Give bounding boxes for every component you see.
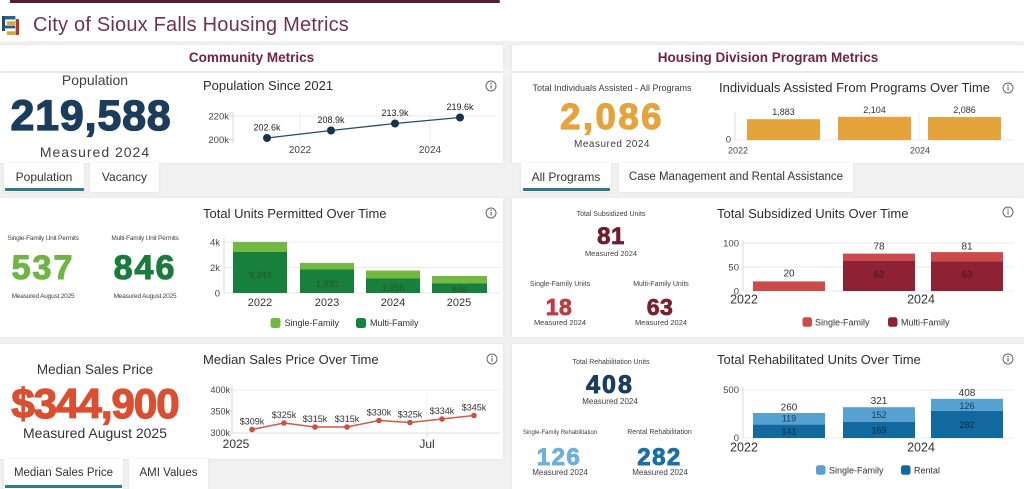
svg-text:Jul: Jul <box>419 437 434 451</box>
svg-text:3,343: 3,343 <box>249 270 272 280</box>
svg-text:Single-Family: Single-Family <box>829 465 884 475</box>
svg-text:350k: 350k <box>210 407 230 417</box>
svg-text:2024: 2024 <box>907 441 935 455</box>
svg-text:2022: 2022 <box>730 293 758 307</box>
svg-text:0: 0 <box>734 433 739 444</box>
svg-text:2,104: 2,104 <box>863 105 886 115</box>
svg-text:2024: 2024 <box>419 145 442 156</box>
svg-text:$345k: $345k <box>462 403 487 413</box>
svg-text:2022: 2022 <box>248 297 272 309</box>
svg-text:63: 63 <box>962 270 973 281</box>
svg-text:1,356: 1,356 <box>382 283 405 293</box>
svg-text:2023: 2023 <box>315 297 339 309</box>
svg-text:$330k: $330k <box>367 408 392 418</box>
svg-text:500: 500 <box>723 385 739 396</box>
svg-text:$334k: $334k <box>430 406 455 416</box>
svg-text:62: 62 <box>874 270 885 281</box>
svg-text:220k: 220k <box>208 112 229 123</box>
svg-text:20: 20 <box>783 269 795 280</box>
svg-text:408: 408 <box>959 388 976 399</box>
svg-text:$325k: $325k <box>272 410 297 420</box>
svg-text:Single-Family: Single-Family <box>815 317 870 327</box>
svg-text:2022: 2022 <box>289 145 312 156</box>
svg-text:208.9k: 208.9k <box>317 115 345 125</box>
svg-text:$315k: $315k <box>303 414 328 424</box>
svg-text:2,086: 2,086 <box>953 105 976 115</box>
svg-text:2k: 2k <box>210 263 220 274</box>
svg-text:169: 169 <box>871 426 886 436</box>
svg-text:2024: 2024 <box>381 297 405 309</box>
svg-text:Rental: Rental <box>914 465 940 475</box>
svg-text:81: 81 <box>961 242 973 253</box>
svg-text:Multi-Family: Multi-Family <box>901 317 950 327</box>
svg-text:0: 0 <box>734 287 739 298</box>
svg-text:2022: 2022 <box>730 441 758 455</box>
svg-text:4k: 4k <box>210 238 220 249</box>
svg-text:300k: 300k <box>210 428 230 438</box>
svg-text:152: 152 <box>871 410 886 420</box>
svg-text:846: 846 <box>452 285 467 295</box>
svg-text:200k: 200k <box>208 135 229 146</box>
svg-text:1,930: 1,930 <box>316 279 339 289</box>
svg-text:2025: 2025 <box>223 437 250 451</box>
svg-text:321: 321 <box>871 396 888 407</box>
svg-text:2025: 2025 <box>447 297 471 309</box>
svg-text:Single-Family: Single-Family <box>285 318 340 328</box>
svg-text:Multi-Family: Multi-Family <box>370 318 419 328</box>
svg-text:100: 100 <box>723 239 739 250</box>
svg-text:260: 260 <box>781 403 798 414</box>
svg-text:50: 50 <box>728 263 739 274</box>
svg-text:2024: 2024 <box>910 146 930 156</box>
svg-text:0: 0 <box>726 135 731 146</box>
svg-text:$309k: $309k <box>240 417 265 427</box>
svg-text:282: 282 <box>959 420 974 430</box>
svg-text:1,883: 1,883 <box>772 107 795 117</box>
svg-text:2024: 2024 <box>907 293 935 307</box>
svg-text:$315k: $315k <box>335 414 360 424</box>
svg-text:119: 119 <box>782 414 796 424</box>
svg-text:213.9k: 213.9k <box>381 108 409 118</box>
svg-text:219.6k: 219.6k <box>446 102 474 112</box>
svg-text:78: 78 <box>873 242 885 253</box>
svg-text:202.6k: 202.6k <box>253 123 281 133</box>
svg-text:0: 0 <box>215 289 220 300</box>
svg-text:126: 126 <box>959 401 974 411</box>
svg-text:141: 141 <box>781 427 796 437</box>
svg-text:400k: 400k <box>210 385 230 395</box>
svg-text:$325k: $325k <box>398 410 423 420</box>
svg-text:2022: 2022 <box>728 146 748 156</box>
